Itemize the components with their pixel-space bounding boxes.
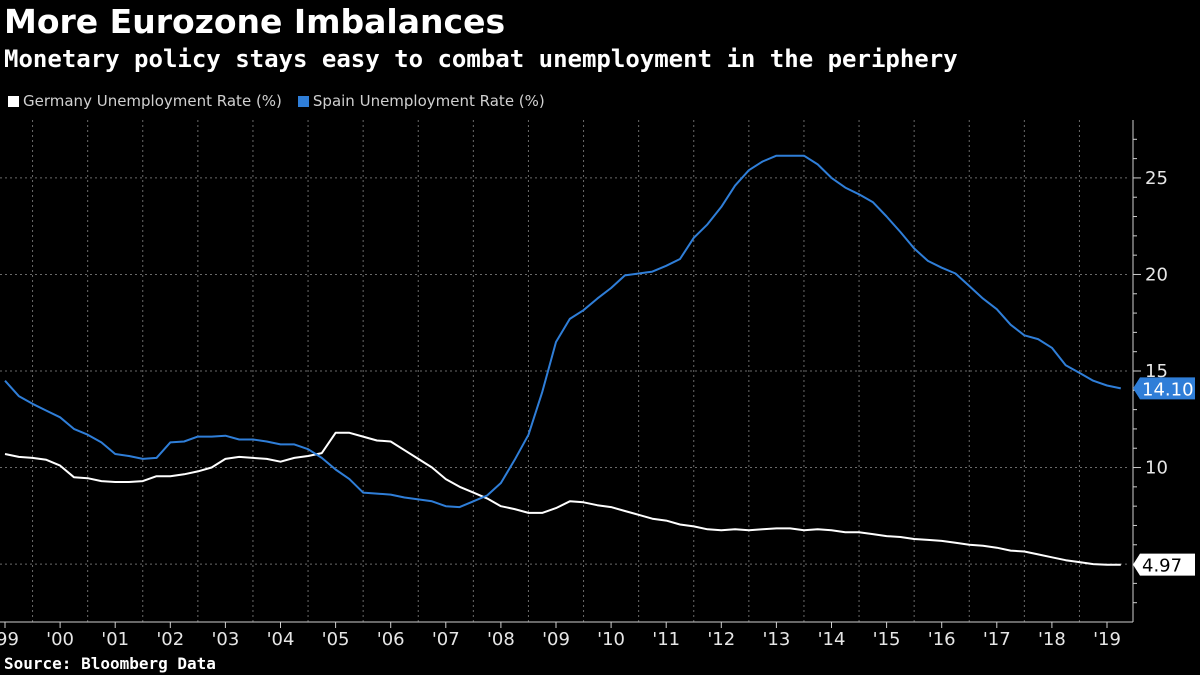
- chart-subtitle: Monetary policy stays easy to combat une…: [4, 45, 958, 73]
- end-label-germany: 4.97: [1142, 556, 1182, 577]
- legend-item-spain: Spain Unemployment Rate (%): [297, 92, 545, 110]
- end-label-spain: 14.10: [1142, 379, 1194, 400]
- legend-item-germany: Germany Unemployment Rate (%): [8, 92, 282, 110]
- x-tick-label: '04: [267, 629, 295, 650]
- x-tick-label: '07: [432, 629, 460, 650]
- legend-swatch-germany: [8, 95, 19, 107]
- x-tick-label: '00: [46, 629, 74, 650]
- x-tick-label: '18: [1038, 629, 1066, 650]
- x-tick-label: '01: [101, 629, 129, 650]
- x-tick-label: '11: [652, 629, 680, 650]
- x-tick-label: '12: [707, 629, 735, 650]
- x-tick-label: '19: [1093, 629, 1121, 650]
- x-tick-label: '13: [762, 629, 790, 650]
- legend: Germany Unemployment Rate (%) Spain Unem…: [8, 92, 561, 110]
- x-tick-label: '99: [0, 629, 19, 650]
- x-tick-label: '10: [597, 629, 625, 650]
- y-tick-label: 15: [1145, 361, 1168, 382]
- chart-title: More Eurozone Imbalances: [4, 2, 506, 41]
- x-tick-label: '02: [156, 629, 184, 650]
- x-tick-label: '05: [322, 629, 350, 650]
- legend-swatch-spain: [297, 95, 309, 107]
- series-line-germany: [4, 431, 1121, 566]
- x-tick-label: '03: [211, 629, 239, 650]
- end-label-box-germany: [1133, 553, 1195, 576]
- legend-label-germany: Germany Unemployment Rate (%): [23, 92, 282, 110]
- x-tick-label: '08: [487, 629, 515, 650]
- series-line-spain: [4, 154, 1122, 509]
- x-tick-label: '06: [377, 629, 405, 650]
- y-tick-label: 20: [1145, 264, 1168, 285]
- source-note: Source: Bloomberg Data: [4, 654, 216, 673]
- x-tick-label: '09: [542, 629, 570, 650]
- x-tick-label: '17: [983, 629, 1011, 650]
- y-tick-label: 25: [1145, 168, 1168, 189]
- x-tick-label: '16: [928, 629, 956, 650]
- x-tick-label: '15: [873, 629, 901, 650]
- y-tick-label: 10: [1145, 458, 1168, 479]
- end-label-box-spain: [1133, 377, 1195, 400]
- x-tick-label: '14: [818, 629, 846, 650]
- legend-label-spain: Spain Unemployment Rate (%): [312, 92, 545, 110]
